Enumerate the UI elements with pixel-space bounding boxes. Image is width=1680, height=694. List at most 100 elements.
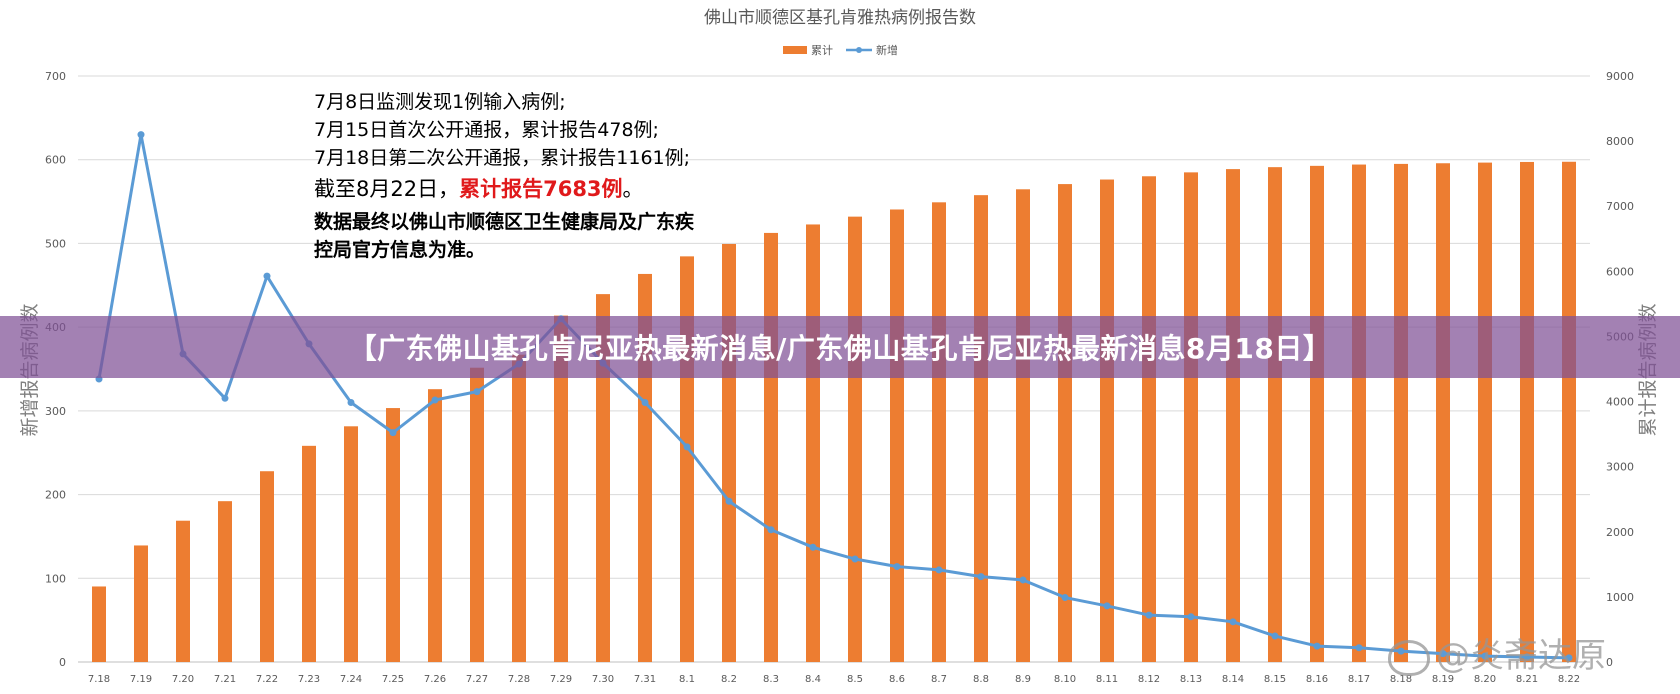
x-tick-label: 8.12	[1138, 674, 1160, 685]
x-tick-label: 8.6	[889, 674, 905, 685]
line-point	[1061, 594, 1069, 602]
y2-tick-label: 0	[1606, 656, 1613, 669]
bar	[1142, 176, 1156, 662]
x-tick-label: 8.13	[1180, 674, 1202, 685]
weibo-icon	[1388, 639, 1430, 676]
bar	[1016, 189, 1030, 662]
line-point	[977, 573, 985, 581]
x-tick-label: 8.21	[1516, 674, 1538, 685]
bar	[134, 545, 148, 662]
x-tick-label: 7.20	[172, 674, 194, 685]
line-point	[431, 396, 439, 404]
line-point	[1145, 611, 1153, 619]
x-tick-label: 8.2	[721, 674, 737, 685]
series-line	[97, 133, 1570, 660]
y-axis-right-ticks: 0100020003000400050006000700080009000	[1606, 70, 1634, 669]
x-tick-label: 7.21	[214, 674, 236, 685]
x-tick-label: 8.9	[1015, 674, 1031, 685]
annotation-line-6: 控局官方信息为准。	[314, 238, 485, 261]
line-point	[1313, 642, 1321, 650]
line-point	[683, 443, 691, 451]
x-tick-label: 8.22	[1558, 674, 1580, 685]
legend-marker-new	[856, 47, 862, 53]
bar	[890, 209, 904, 662]
bar	[1058, 184, 1072, 662]
bar	[1352, 164, 1366, 662]
chart-title: 佛山市顺德区基孔肯雅热病例报告数	[704, 8, 976, 28]
bar	[176, 520, 190, 662]
line-point	[473, 388, 481, 396]
bar	[302, 445, 316, 662]
bar	[1562, 161, 1576, 662]
x-tick-label: 7.28	[508, 674, 530, 685]
x-axis-ticks: 7.18 7.19 7.20 7.21 7.22 7.23 7.24 7.25 7.26 7.27…	[88, 674, 1580, 685]
x-tick-label: 8.4	[805, 674, 821, 685]
y2-tick-label: 4000	[1606, 396, 1634, 409]
line-point	[935, 566, 943, 574]
line-point	[1187, 613, 1195, 621]
annotation-line-2: 7月15日首次公开通报，累计报告478例;	[314, 119, 659, 141]
x-tick-label: 7.29	[550, 674, 572, 685]
bar-series-cumulative	[92, 161, 1576, 663]
line-point	[1103, 602, 1111, 610]
line-point	[1019, 576, 1027, 584]
y-tick-label: 700	[45, 70, 66, 83]
y-tick-label: 300	[45, 405, 66, 418]
line-point	[1229, 618, 1237, 626]
line-point	[1481, 652, 1489, 660]
y-tick-label: 0	[59, 656, 66, 669]
x-tick-label: 7.26	[424, 674, 446, 685]
line-point	[221, 394, 229, 402]
annotation-line-4: 截至8月22日，累计报告7683例。	[314, 177, 644, 201]
y-tick-label: 500	[45, 237, 66, 250]
headline-banner: 【广东佛山基孔肯尼亚热最新消息/广东佛山基孔肯尼亚热最新消息8月18日】	[0, 316, 1680, 378]
line-point	[1355, 644, 1363, 652]
legend-label-new: 新增	[876, 43, 898, 57]
annotation-line-3: 7月18日第二次公开通报，累计报告1161例;	[314, 147, 690, 169]
bar	[218, 501, 232, 662]
line-point	[725, 497, 733, 505]
line-point	[1523, 653, 1531, 661]
headline-banner-text: 【广东佛山基孔肯尼亚热最新消息/广东佛山基孔肯尼亚热最新消息8月18日】	[348, 332, 1332, 365]
bar	[260, 471, 274, 662]
x-tick-label: 7.18	[88, 674, 110, 685]
bar	[1226, 169, 1240, 662]
x-tick-label: 8.8	[973, 674, 989, 685]
bar	[1478, 162, 1492, 662]
bar	[764, 232, 778, 662]
annotation-box: 7月8日监测发现1例输入病例; 7月15日首次公开通报，累计报告478例; 7月…	[314, 91, 695, 261]
legend-label-cumulative: 累计	[811, 44, 833, 57]
watermark-text: @炎斋达原	[1436, 636, 1606, 676]
x-tick-label: 7.22	[256, 674, 278, 685]
line-point	[851, 555, 859, 563]
bar	[974, 195, 988, 663]
annotation-line-1: 7月8日监测发现1例输入病例;	[314, 91, 566, 113]
y2-tick-label: 6000	[1606, 265, 1634, 278]
y2-tick-label: 1000	[1606, 591, 1634, 604]
x-tick-label: 8.20	[1474, 674, 1496, 685]
bar	[1436, 163, 1450, 662]
bar	[1310, 165, 1324, 662]
x-tick-label: 8.3	[763, 674, 779, 685]
bar	[722, 243, 736, 662]
bar	[596, 294, 610, 662]
y2-tick-label: 9000	[1606, 70, 1634, 83]
x-tick-label: 7.31	[634, 674, 656, 685]
bar	[932, 202, 946, 662]
x-tick-label: 7.30	[592, 674, 614, 685]
y-tick-label: 600	[45, 154, 66, 167]
x-tick-label: 8.10	[1054, 674, 1076, 685]
annotation-line-4-highlight: 累计报告7683例	[459, 177, 622, 201]
x-tick-label: 8.11	[1096, 674, 1118, 685]
x-tick-label: 8.5	[847, 674, 863, 685]
bar	[806, 224, 820, 662]
line-point	[767, 526, 775, 534]
line-point	[1565, 654, 1573, 662]
x-tick-label: 8.14	[1222, 674, 1244, 685]
annotation-line-5: 数据最终以佛山市顺德区卫生健康局及广东疾	[314, 210, 695, 233]
line-point	[137, 131, 145, 139]
x-tick-label: 7.27	[466, 674, 488, 685]
x-tick-label: 8.15	[1264, 674, 1286, 685]
bar	[92, 586, 106, 662]
